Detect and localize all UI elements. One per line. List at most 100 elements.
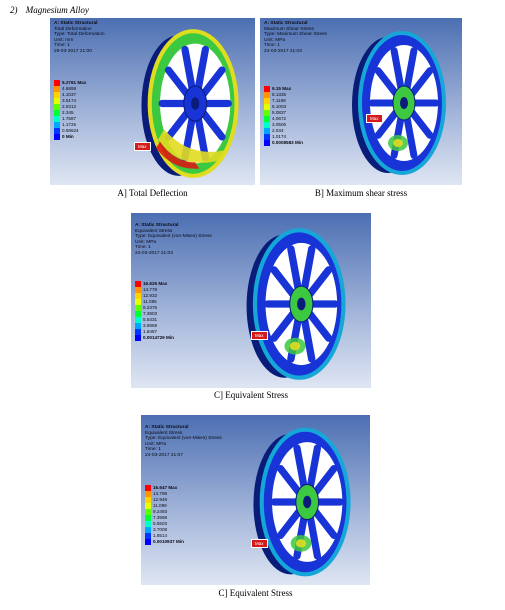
legend-value: 1.1725 [62,122,77,127]
info-line: 24-03-2017 21:03 [264,48,302,54]
legend-value: 7.3998 [153,515,168,520]
legend-min-label: 0.0008583 Min [272,140,303,145]
legend-value: 14.779 [143,287,158,292]
max-marker: Max [134,142,151,151]
legend-value: 4.1037 [62,92,77,97]
legend-value: 12.948 [153,497,168,502]
legend-swatch [145,521,151,527]
panel-info: A: Static Structural Maximum Shear Stres… [264,21,327,55]
legend-swatch [54,110,60,116]
color-legend: 9.15 Max 8.1335 7.1169 6.1003 5.0837 4.0… [264,86,303,146]
legend-row: 7.3903 [135,311,174,317]
wheel-contour-image [352,31,446,175]
legend-swatch [145,491,151,497]
legend-row: 1.8487 [135,329,174,335]
legend-swatch [145,497,151,503]
legend-swatch [264,104,270,110]
legend-value: 2.9312 [62,104,77,109]
info-line: Total Deformation [54,26,92,32]
max-marker: Max [366,114,383,123]
legend-row-min: 0.0010937 Min [145,539,184,545]
info-line: Unit: MPa [264,37,286,43]
legend-row: 6.1003 [264,104,303,110]
legend-row-max: 16.626 Max [135,281,174,287]
legend-value: 11.099 [153,503,167,508]
info-line: Unit: MPa [145,441,167,447]
info-line: A: Static Structural [54,21,98,26]
legend-value: 9.2375 [143,305,158,310]
legend-value: 7.3903 [143,311,158,316]
section-heading: 2) Magnesium Alloy [10,5,89,15]
legend-row: 3.7008 [145,527,184,533]
legend-row: 8.1335 [264,92,303,98]
legend-value: 6.1003 [272,104,287,109]
legend-value: 12.932 [143,293,158,298]
legend-row-max: 9.15 Max [264,86,303,92]
caption-c2: C] Equivalent Stress [218,588,293,598]
legend-value: 9.2493 [153,509,168,514]
legend-row-max: 5.2761 Max [54,80,86,86]
legend-max-label: 5.2761 Max [62,80,87,85]
info-line: Type: Maximum Shear Stress [264,32,327,38]
legend-swatch [145,503,151,509]
legend-max-label: 16.647 Max [153,485,178,490]
wheel-contour-image [246,228,346,380]
info-line: Equivalent Stress [135,228,173,234]
legend-swatch [54,104,60,110]
legend-value: 2.034 [272,128,284,133]
legend-row-max: 16.647 Max [145,485,184,491]
legend-row-min: 0 Min [54,134,86,140]
legend-swatch [264,128,270,134]
info-line: Time: 1 [264,43,280,49]
legend-swatch [135,287,141,293]
legend-row: 2.9312 [54,104,86,110]
legend-row: 1.8514 [145,533,184,539]
legend-row: 14.798 [145,491,184,497]
max-marker: Max [251,331,268,340]
legend-row: 1.0174 [264,134,303,140]
legend-swatch [264,98,270,104]
legend-swatch [54,116,60,122]
legend-swatch [54,86,60,92]
legend-value: 1.7587 [62,116,77,121]
legend-swatch [145,485,151,491]
panel-info: A: Static Structural Total Deformation T… [54,21,105,55]
panel-info: A: Static Structural Equivalent Stress T… [145,425,222,459]
legend-swatch [145,515,151,521]
legend-max-label: 9.15 Max [272,86,292,91]
wheel-contour-image [253,427,351,577]
legend-swatch [145,527,151,533]
color-legend: 5.2761 Max 4.6899 4.1037 3.5174 2.9312 2… [54,80,86,140]
legend-swatch [54,122,60,128]
legend-row: 1.7587 [54,116,86,122]
legend-max-label: 16.626 Max [143,281,168,286]
legend-swatch [54,128,60,134]
legend-row: 3.0506 [264,122,303,128]
legend-row: 4.1037 [54,92,86,98]
legend-value: 3.5174 [62,98,77,103]
caption-c1: C] Equivalent Stress [214,390,288,400]
legend-row: 2.345 [54,110,86,116]
info-line: A: Static Structural [145,425,189,430]
legend-swatch [135,299,141,305]
section-number: 2) [10,5,18,15]
legend-swatch [264,134,270,140]
legend-min-label: 0 Min [62,134,74,139]
legend-row: 12.948 [145,497,184,503]
panel-info: A: Static Structural Equivalent Stress T… [135,223,212,257]
info-line: 29-03-2017 21:00 [54,48,92,54]
color-legend: 16.626 Max 14.779 12.932 11.085 9.2375 7… [135,281,174,341]
legend-row: 3.6959 [135,323,174,329]
legend-value: 4.0672 [272,116,287,121]
legend-min-label: 0.0014729 Min [143,335,174,340]
legend-value: 5.0837 [272,110,287,115]
info-line: Unit: mm [54,37,74,43]
info-line: Type: Total Deformation [54,32,105,38]
legend-row-min: 0.0008583 Min [264,140,303,146]
legend-value: 2.345 [62,110,74,115]
legend-value: 1.8514 [153,533,168,538]
info-line: Maximum Shear Stress [264,26,314,32]
caption-a: A] Total Deflection [117,188,188,198]
legend-value: 5.5503 [153,521,168,526]
legend-swatch [135,305,141,311]
